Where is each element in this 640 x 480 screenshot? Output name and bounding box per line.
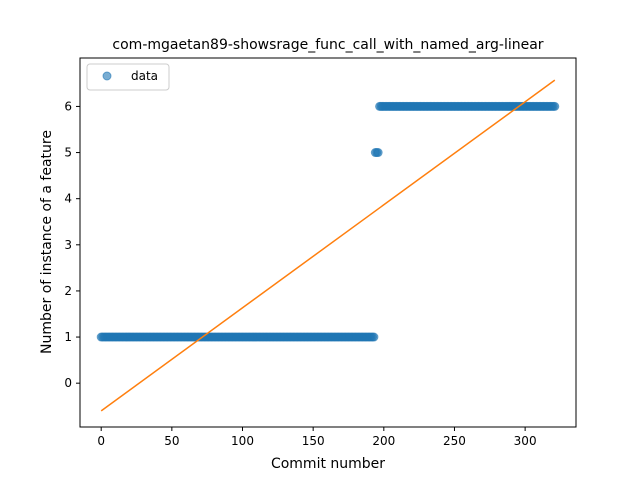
x-tick-label: 150 bbox=[302, 434, 325, 448]
y-tick-label: 4 bbox=[64, 192, 72, 206]
y-tick-label: 1 bbox=[64, 330, 72, 344]
axes-frame bbox=[79, 57, 577, 428]
y-tick-label: 3 bbox=[64, 238, 72, 252]
axes: 0 50 100 150 200 250 300 0 1 2 3 4 5 6 bbox=[64, 57, 577, 448]
x-axis-label: Commit number bbox=[271, 456, 385, 472]
plot-area bbox=[96, 79, 560, 412]
x-tick-label: 100 bbox=[231, 434, 254, 448]
x-tick-label: 50 bbox=[164, 434, 179, 448]
y-tick-label: 0 bbox=[64, 376, 72, 390]
legend-box bbox=[86, 63, 170, 91]
y-tick-label: 5 bbox=[64, 146, 72, 160]
y-axis-label: Number of instance of a feature bbox=[39, 130, 55, 354]
data-point bbox=[550, 101, 560, 111]
legend-label: data bbox=[131, 69, 158, 83]
legend-marker bbox=[102, 71, 112, 81]
x-tick-label: 200 bbox=[372, 434, 395, 448]
x-tick-label: 0 bbox=[97, 434, 105, 448]
data-point bbox=[373, 148, 383, 158]
chart-title: com-mgaetan89-showsrage_func_call_with_n… bbox=[112, 37, 543, 53]
fit-line bbox=[100, 79, 556, 412]
y-tick-label: 2 bbox=[64, 284, 72, 298]
y-tick-label: 6 bbox=[64, 99, 72, 113]
x-tick-label: 250 bbox=[443, 434, 466, 448]
x-tick-label: 300 bbox=[514, 434, 537, 448]
legend: data bbox=[86, 63, 170, 91]
data-point bbox=[369, 332, 379, 342]
